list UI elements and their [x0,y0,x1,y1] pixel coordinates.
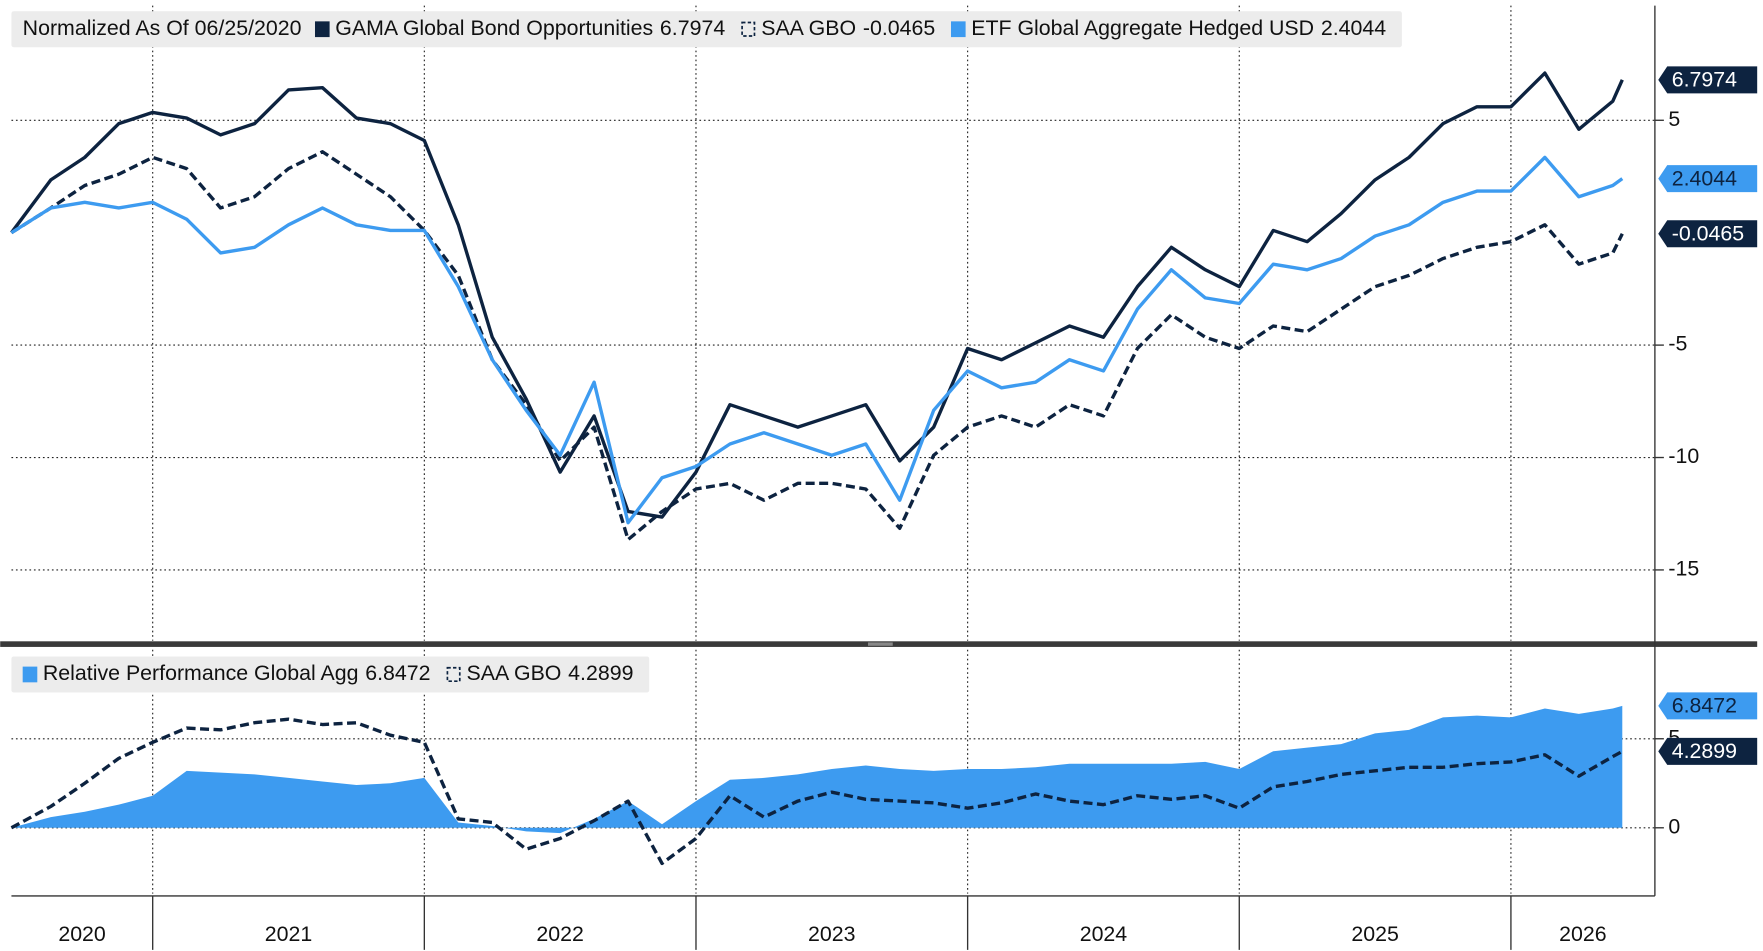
legend-swatch [950,21,966,38]
y-tick-label: -15 [1668,557,1699,581]
legend-label: ETF Global Aggregate Hedged USD [971,16,1314,40]
legend-swatch [741,21,756,37]
line-series [10,71,1624,519]
value-tag-label: 6.8472 [1672,694,1737,718]
x-tick-label: 2024 [1080,922,1128,946]
legend-label: SAA GBO [467,661,562,685]
value-tag-label: 2.4044 [1672,166,1737,190]
legend-label: GAMA Global Bond Opportunities [335,16,653,40]
line-series [10,717,1624,866]
value-tag [1658,165,1758,193]
line-series [10,155,1624,525]
value-tag-label: 4.2899 [1672,739,1737,763]
legend-swatch [446,666,461,683]
legend-value: 6.7974 [660,16,725,40]
x-tick-label: 2023 [808,922,855,946]
value-tag-label: -0.0465 [1672,222,1744,246]
legend-value: 2.4044 [1321,16,1386,40]
separator-handle [868,642,893,646]
legend-label: Relative Performance Global Agg [43,661,359,685]
chart-title: Normalized As Of 06/25/2020 [23,16,302,40]
legend-label: SAA GBO [761,16,856,40]
x-tick-label: 2022 [536,922,583,946]
y-tick-label: 5 [1668,725,1680,749]
x-tick-label: 2026 [1559,922,1606,946]
y-tick-label: 5 [1668,107,1680,131]
value-tag-label: 6.7974 [1672,68,1737,92]
x-tick-label: 2020 [58,922,106,946]
legend-swatch [314,21,330,38]
legend-value: 4.2899 [568,661,633,685]
value-tag [1658,66,1758,94]
legend-value: 6.8472 [365,661,430,685]
legend-box [11,11,1402,48]
legend-swatch [22,666,38,683]
value-tag [1658,220,1758,248]
y-tick-label: 0 [1668,814,1680,838]
x-tick-label: 2021 [265,922,312,946]
y-tick-label: -5 [1668,332,1687,356]
legend-box [11,656,650,693]
value-tag [1658,692,1758,720]
line-series [10,150,1624,542]
x-tick-label: 2025 [1351,922,1398,946]
y-tick-label: -10 [1668,444,1699,468]
value-tag [1658,737,1758,765]
legend-value: -0.0465 [863,16,935,40]
